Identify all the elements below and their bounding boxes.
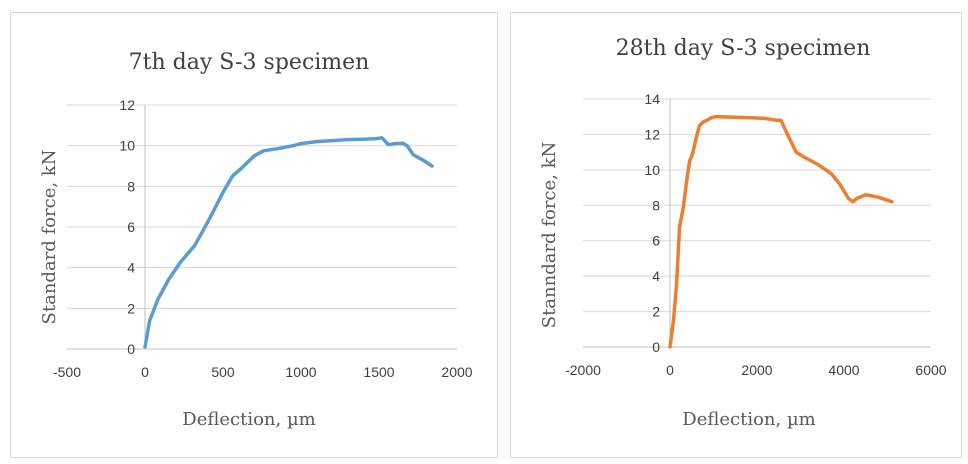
y-tick-label: 6 (652, 233, 660, 249)
x-tick-label: 0 (666, 362, 674, 378)
series-line (668, 114, 894, 349)
chart-panel-28th-day: 0 2 4 6 8 10 12 14 -2000 0 2000 4000 6000 28th day S… (510, 12, 962, 458)
x-tick-label: -500 (53, 364, 81, 380)
y-tick-label: 10 (644, 162, 660, 178)
y-axis-title: Standard force, kN (39, 150, 60, 325)
y-tick-label: 0 (127, 341, 135, 357)
y-axis-title: Stanndard force, kN (539, 142, 560, 329)
x-tick-label: 2000 (741, 362, 772, 378)
y-tick-label: 2 (127, 300, 135, 316)
x-tick-label: 500 (211, 364, 235, 380)
x-tick-label: 1000 (285, 364, 316, 380)
y-tick-label: 4 (127, 260, 135, 276)
x-tick-label: 2000 (441, 364, 472, 380)
y-tick-label: 6 (127, 219, 135, 235)
y-tick-label: 10 (119, 138, 135, 154)
y-tick-label: 4 (652, 268, 660, 284)
y-tick-label: 12 (119, 97, 135, 113)
chart-7th-day: 0 2 4 6 8 10 12 -500 0 500 1000 1500 2000 7th day S-… (39, 50, 473, 430)
y-tick-label: 0 (652, 339, 660, 355)
x-tick-label: 4000 (828, 362, 859, 378)
y-tick-label: 2 (652, 304, 660, 320)
x-tick-label: 0 (141, 364, 149, 380)
x-axis-title: Deflection, µm (682, 409, 815, 430)
chart-panel-7th-day: 0 2 4 6 8 10 12 -500 0 500 1000 1500 2000 7th day S-… (10, 12, 498, 458)
chart-title: 7th day S-3 specimen (129, 50, 370, 75)
y-tick-label: 12 (644, 126, 660, 142)
x-axis-title: Deflection, µm (182, 409, 315, 430)
chart-title: 28th day S-3 specimen (616, 36, 871, 61)
y-tick-label: 8 (652, 197, 660, 213)
x-tick-label: 1500 (363, 364, 394, 380)
x-tick-label: -2000 (565, 362, 601, 378)
series-line (143, 136, 434, 349)
x-tick-label: 6000 (915, 362, 946, 378)
chart-28th-day: 0 2 4 6 8 10 12 14 -2000 0 2000 4000 6000 28th day S… (539, 36, 947, 430)
y-tick-label: 14 (644, 91, 660, 107)
y-tick-label: 8 (127, 178, 135, 194)
